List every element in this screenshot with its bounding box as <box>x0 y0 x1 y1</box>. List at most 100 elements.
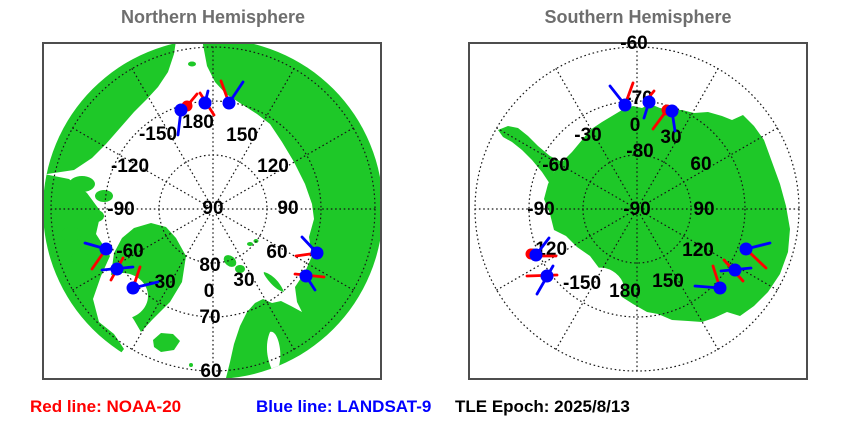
landsat9-marker <box>728 263 742 277</box>
north-map-frame: 180 -150 150 -120 120 -90 90 90 -60 60 -30 30 80 0 70 6… <box>42 42 382 382</box>
graticule-label: -90 <box>107 199 134 220</box>
island-novaya-zemlya <box>263 272 284 292</box>
meridian-line <box>641 125 781 207</box>
latitude-ring <box>528 100 746 318</box>
meridian-line <box>69 125 209 207</box>
landmass-antarctic-peninsula <box>498 126 562 184</box>
landsat9-marker <box>529 248 543 262</box>
meridian-line <box>553 213 635 353</box>
north-graticule-labels: 180-150 150 -120 120 -90 90 90 -60 60 -30 30 80 0 70 6… <box>107 112 298 382</box>
graticule-label: -60 <box>620 33 647 54</box>
south-satellite-markers <box>525 81 772 296</box>
south-map-title: Southern Hemisphere <box>544 7 732 27</box>
island-arctic-archipelago <box>69 176 95 192</box>
graticule-label: 90 <box>202 198 223 219</box>
landsat9-marker <box>174 103 188 117</box>
south-map-frame: -60 -70 -80 -90 0 30 60 90 120 150 180 -150 -120 -90-… <box>468 33 808 380</box>
landsat9-marker <box>665 104 679 118</box>
graticule-label: 70 <box>199 307 220 328</box>
landsat9-marker <box>642 95 656 109</box>
landmass-eurasia <box>201 44 380 378</box>
graticule-label: -150 <box>563 273 601 294</box>
meridian-line <box>215 213 297 353</box>
sea-baltic <box>266 331 281 374</box>
landmass-alaska <box>44 44 177 176</box>
landsat9-marker <box>126 281 140 295</box>
meridian-line <box>217 125 357 207</box>
legend-red-line: Red line: NOAA-20 <box>30 397 182 416</box>
island-svalbard <box>235 265 245 273</box>
graticule-label: 30 <box>660 127 681 148</box>
noaa20-track-line <box>185 92 199 108</box>
island-speck <box>480 62 484 66</box>
landsat9-marker <box>713 281 727 295</box>
meridian-line <box>639 213 721 353</box>
legend-blue-line: Blue line: LANDSAT-9 <box>256 397 432 416</box>
north-polar-map: 180-150 150 -120 120 -90 90 90 -60 60 -30 30 80 0 70 6… <box>44 44 380 382</box>
graticule-label: 0 <box>630 115 641 136</box>
graticule-label: -60 <box>542 155 569 176</box>
graticule-label: -30 <box>148 272 175 293</box>
graticule-label: 180 <box>609 281 641 302</box>
graticule-label: 180 <box>182 112 214 133</box>
landsat9-marker <box>310 246 324 260</box>
island-arctic-archipelago <box>88 210 104 222</box>
island-arctic-archipelago <box>61 227 81 241</box>
landsat9-marker <box>198 96 212 110</box>
latitude-ring <box>104 100 322 318</box>
graticule-label: -120 <box>111 156 149 177</box>
graticule-label: -90 <box>527 199 554 220</box>
graticule-label: -90 <box>623 199 650 220</box>
north-satellite-markers <box>83 79 326 295</box>
graticule-label: 60 <box>266 242 287 263</box>
landmass-antarctica <box>544 104 790 322</box>
landsat9-marker <box>299 269 313 283</box>
landsat9-marker <box>99 242 113 256</box>
north-map-title: Northern Hemisphere <box>120 7 306 27</box>
graticule-label: 60 <box>690 154 711 175</box>
island-svalbard <box>223 255 237 267</box>
south-polar-map: -60-70-80-900306090120150180-150-120-90-… <box>472 33 802 374</box>
landsat9-marker <box>110 262 124 276</box>
meridian-line <box>493 125 633 207</box>
meridian-line <box>69 211 209 293</box>
meridian-line <box>493 211 633 293</box>
meridian-line <box>639 65 721 205</box>
graticule-label: 120 <box>257 156 289 177</box>
island-wrangel <box>188 61 196 67</box>
graticule-label: 90 <box>693 199 714 220</box>
island-shetland <box>189 363 193 367</box>
graticule-label: 60 <box>200 361 221 382</box>
island-franz-josef <box>247 242 253 246</box>
landsat9-marker <box>540 269 554 283</box>
south-graticule <box>472 44 802 374</box>
graticule-label: 150 <box>226 125 258 146</box>
noaa20-track-line <box>651 108 669 131</box>
graticule-label: 0 <box>204 281 215 302</box>
meridian-line <box>129 213 211 353</box>
meridian-line <box>217 211 357 293</box>
island-speck <box>488 82 492 86</box>
sea-hudson-bay <box>96 273 148 319</box>
landsat9-marker <box>222 96 236 110</box>
island-arctic-archipelago <box>71 252 89 264</box>
north-graticule <box>48 44 378 374</box>
graticule-label: -150 <box>139 124 177 145</box>
graticule-label: 30 <box>233 270 254 291</box>
sea-ross-bay <box>586 267 624 301</box>
meridian-line <box>129 65 211 205</box>
graticule-label: 150 <box>652 271 684 292</box>
tle-epoch-label: TLE Epoch: 2025/8/13 <box>455 397 630 416</box>
island-arctic-archipelago <box>63 201 85 215</box>
graticule-label: 120 <box>682 240 714 261</box>
landsat9-marker <box>618 98 632 112</box>
graticule-label: -30 <box>574 125 601 146</box>
island-arctic-archipelago <box>95 190 113 202</box>
island-iceland <box>153 333 180 352</box>
meridian-line <box>641 211 781 293</box>
south-graticule-labels: -60-70-80-900306090120150180-150-120-90-… <box>527 33 714 302</box>
graticule-label: -80 <box>626 141 653 162</box>
meridian-line <box>215 65 297 205</box>
graticule-label: -60 <box>116 241 143 262</box>
